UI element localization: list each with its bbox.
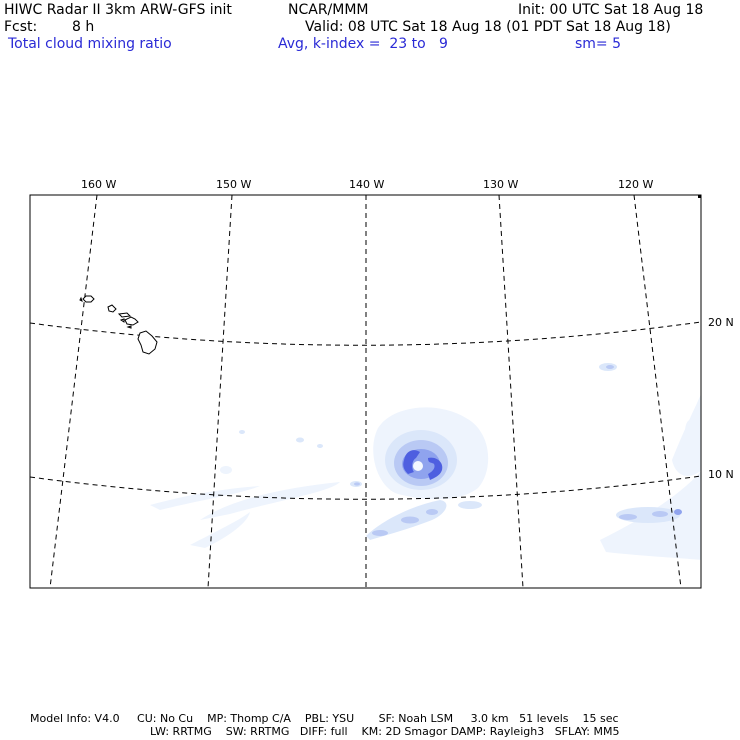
cloud-cell	[606, 365, 614, 369]
cloud-streak	[190, 512, 250, 548]
storm-eyewall-east	[428, 457, 443, 480]
map-frame	[29, 194, 702, 589]
island-oahu	[107, 304, 117, 313]
lat-label-10n: 10 N	[708, 468, 734, 481]
valid-time: Valid: 08 UTC Sat 18 Aug 18 (01 PDT Sat …	[305, 19, 671, 35]
cloud-cell	[239, 430, 245, 434]
parallel-10n	[30, 475, 701, 500]
parallel-20n	[30, 321, 701, 346]
lon-label-140w: 140 W	[349, 178, 385, 191]
meridian-120w	[633, 195, 682, 588]
cloud-cell	[401, 516, 419, 524]
lon-label-150w: 150 W	[216, 178, 252, 191]
storm-eye	[413, 461, 423, 471]
cloud-cell	[619, 514, 637, 520]
model-title: HIWC Radar II 3km ARW-GFS init	[4, 2, 232, 18]
storm-eyewall-west	[403, 450, 420, 474]
island-molokai	[117, 312, 132, 318]
island-kauai	[82, 295, 95, 303]
island-maui	[124, 316, 139, 326]
frame-corner-marker	[698, 195, 701, 198]
org-label: NCAR/MMM	[288, 2, 369, 18]
cloud-cell	[372, 530, 388, 536]
cloud-cell	[220, 466, 232, 474]
model-info-line-2: LW: RRTMG SW: RRTMG DIFF: full KM: 2D Sm…	[150, 725, 620, 738]
cloud-cell	[317, 444, 323, 448]
cloud-cell	[652, 511, 668, 517]
cloud-cell	[296, 437, 304, 443]
island-lanai	[119, 318, 125, 323]
hawaiian-islands	[79, 295, 158, 355]
lon-label-120w: 120 W	[618, 178, 654, 191]
island-niihau	[79, 296, 83, 302]
smoothing: sm= 5	[575, 36, 622, 52]
forecast-hours: 8 h	[72, 19, 95, 35]
island-kahoolawe	[126, 325, 132, 329]
init-time: Init: 00 UTC Sat 18 Aug 18	[518, 2, 704, 18]
lon-label-130w: 130 W	[483, 178, 519, 191]
meridian-160w	[49, 195, 98, 588]
lon-label-160w: 160 W	[81, 178, 117, 191]
cloud-cell	[426, 509, 438, 515]
meridian-150w	[207, 195, 233, 588]
cloud-streak	[200, 482, 340, 520]
cloud-field	[150, 363, 701, 560]
model-info-line-1: Model Info: V4.0 CU: No Cu MP: Thomp C/A…	[30, 712, 619, 725]
cloud-cell	[685, 420, 695, 444]
cloud-streak	[150, 486, 260, 510]
field-name: Total cloud mixing ratio	[8, 36, 172, 52]
island-hawaii	[137, 330, 158, 355]
cloud-cell	[354, 482, 360, 486]
level-range: Avg, k-index = 23 to 9	[278, 36, 448, 52]
cloud-cell	[458, 501, 482, 509]
forecast-label: Fcst:	[4, 19, 38, 35]
cloud-cell	[674, 509, 682, 515]
graticule	[30, 195, 701, 588]
meridian-130w	[498, 195, 524, 588]
lat-label-20n: 20 N	[708, 316, 734, 329]
